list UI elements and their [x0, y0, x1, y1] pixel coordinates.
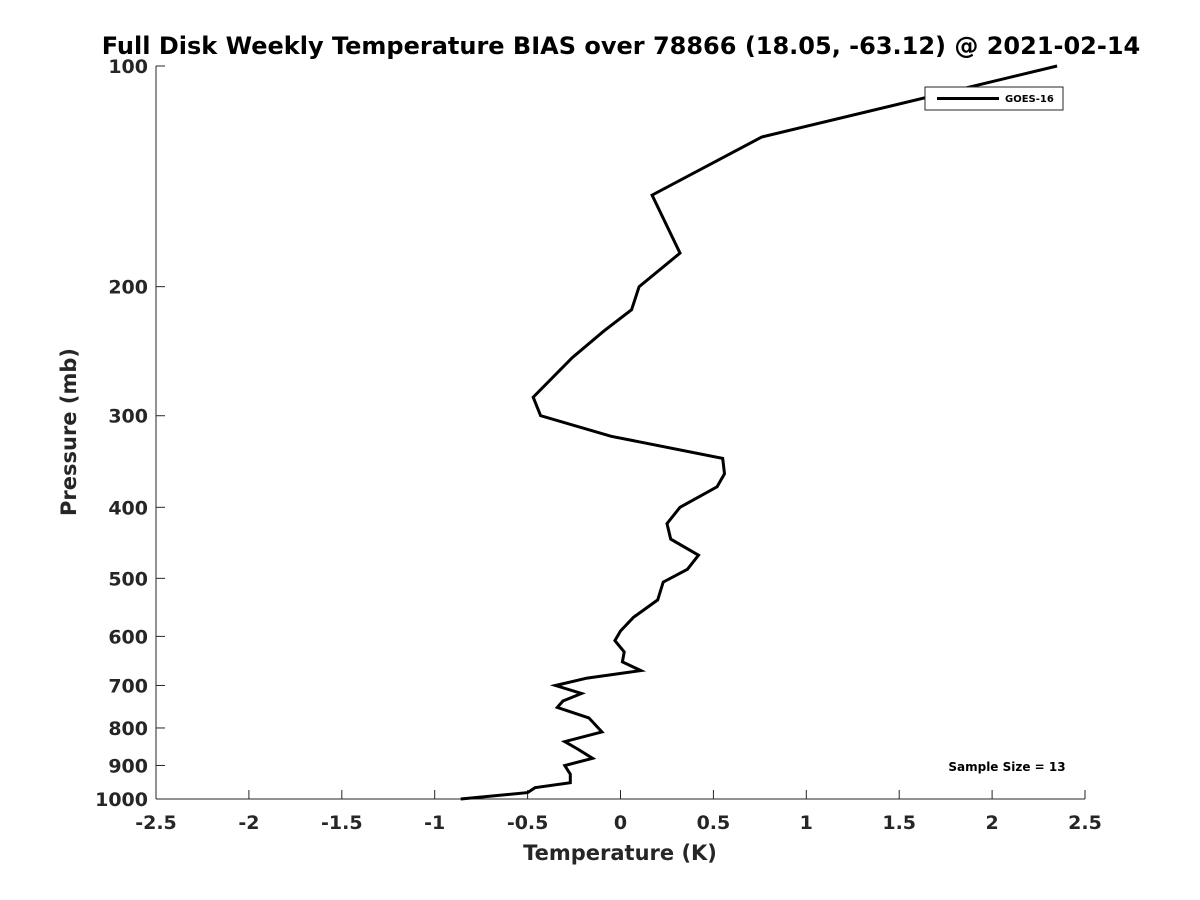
y-ticks: 100 200 300 400 500 600 700 800 900 1000	[95, 56, 165, 811]
x-tick-label: 2	[985, 812, 998, 834]
y-tick-label: 100	[108, 56, 148, 78]
sample-size-annotation: Sample Size = 13	[948, 760, 1065, 774]
x-ticks: -2.5 -2 -1.5 -1 -0.5 0 0.5 1 1.5 2 2.5	[135, 790, 1102, 834]
plot-area: -2.5 -2 -1.5 -1 -0.5 0 0.5 1 1.5 2 2.5 100 200 300 40…	[95, 56, 1102, 834]
legend-label: GOES-16	[1005, 94, 1054, 105]
y-axis-label: Pressure (mb)	[57, 348, 81, 516]
y-tick-label: 400	[108, 497, 148, 519]
y-tick-label: 600	[108, 626, 148, 648]
x-tick-label: -1	[424, 812, 445, 834]
x-tick-label: -2.5	[135, 812, 177, 834]
y-tick-label: 1000	[95, 789, 148, 811]
chart-title: Full Disk Weekly Temperature BIAS over 7…	[102, 32, 1141, 60]
x-tick-label: 0	[614, 812, 627, 834]
x-axis-label: Temperature (K)	[523, 841, 717, 865]
x-tick-label: -2	[238, 812, 259, 834]
legend: GOES-16	[924, 86, 1064, 111]
x-tick-label: -1.5	[321, 812, 363, 834]
y-tick-label: 800	[108, 718, 148, 740]
x-tick-label: 0.5	[697, 812, 731, 834]
x-tick-label: 1	[800, 812, 813, 834]
y-tick-label: 300	[108, 406, 148, 428]
x-tick-label: 1.5	[882, 812, 916, 834]
y-tick-label: 200	[108, 277, 148, 299]
series-goes-16-line	[460, 64, 1058, 801]
x-tick-label: -0.5	[507, 812, 549, 834]
y-tick-label: 500	[108, 568, 148, 590]
x-tick-label: 2.5	[1068, 812, 1102, 834]
y-tick-label: 900	[108, 755, 148, 777]
y-tick-label: 700	[108, 675, 148, 697]
